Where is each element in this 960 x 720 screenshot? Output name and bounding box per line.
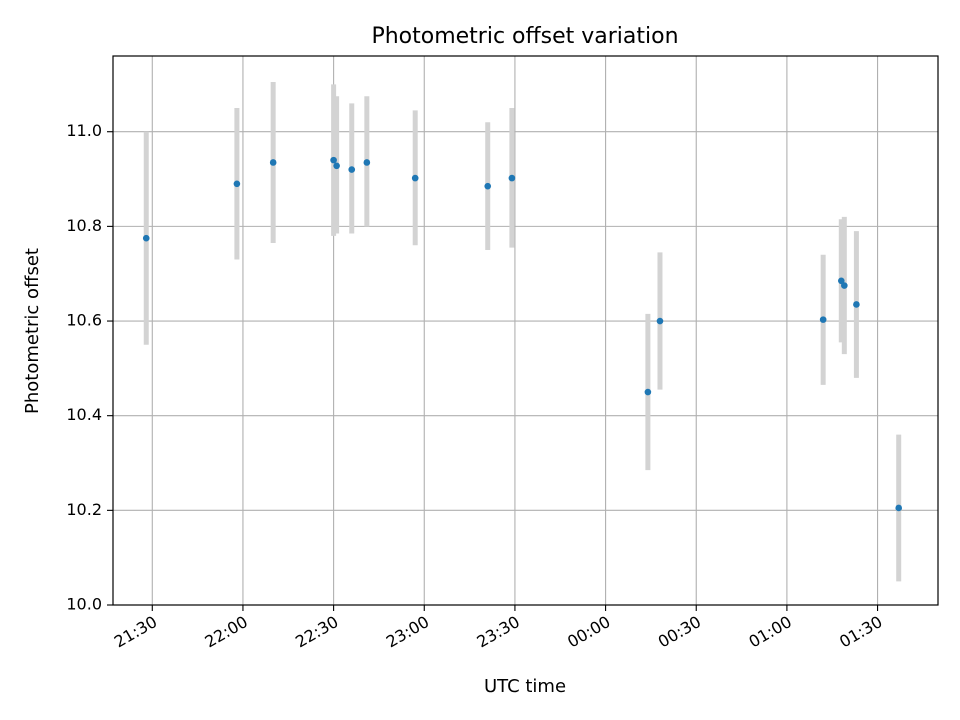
y-tick-label: 10.8 (66, 216, 102, 235)
x-tick-label: 23:00 (383, 612, 432, 652)
data-point (841, 282, 848, 289)
data-point (269, 159, 277, 166)
y-axis-label: Photometric offset (22, 248, 43, 414)
data-point (895, 504, 903, 512)
x-axis-ticks: 21:30 22:00 22:30 23:00 23:30 00:00 00:30 01:00… (111, 605, 886, 652)
data-point (330, 156, 337, 164)
x-tick-label: 00:30 (655, 612, 704, 652)
y-tick-label: 11.0 (66, 121, 102, 140)
x-axis-label: UTC time (484, 676, 566, 697)
data-points (142, 156, 903, 512)
x-tick-label: 22:00 (202, 612, 251, 652)
data-point (644, 388, 652, 396)
y-axis-ticks: 10.0 10.2 10.4 10.6 10.8 11.0 (66, 121, 113, 614)
data-point (484, 182, 492, 190)
x-tick-label: 23:30 (473, 612, 522, 652)
x-tick-label: 01:30 (836, 612, 885, 652)
x-tick-label: 00:00 (564, 612, 613, 652)
chart-title: Photometric offset variation (371, 24, 678, 49)
data-point (333, 162, 340, 170)
x-tick-label: 21:30 (111, 612, 160, 652)
x-tick-label: 22:30 (292, 612, 341, 652)
data-point (656, 317, 664, 325)
grid-lines (113, 56, 938, 606)
y-tick-label: 10.6 (66, 311, 102, 330)
y-tick-label: 10.4 (66, 405, 102, 424)
data-point (142, 234, 150, 242)
data-point (411, 174, 419, 182)
x-tick-label: 01:00 (745, 612, 794, 652)
data-point (508, 174, 516, 182)
data-point (837, 277, 845, 285)
y-tick-label: 10.2 (66, 500, 102, 519)
y-tick-label: 10.0 (66, 595, 102, 614)
data-point (363, 159, 371, 166)
error-bars (143, 82, 902, 582)
data-point (233, 180, 241, 188)
data-point (348, 166, 356, 173)
data-point (853, 301, 860, 308)
data-point (819, 316, 827, 323)
plot-frame (112, 55, 939, 606)
